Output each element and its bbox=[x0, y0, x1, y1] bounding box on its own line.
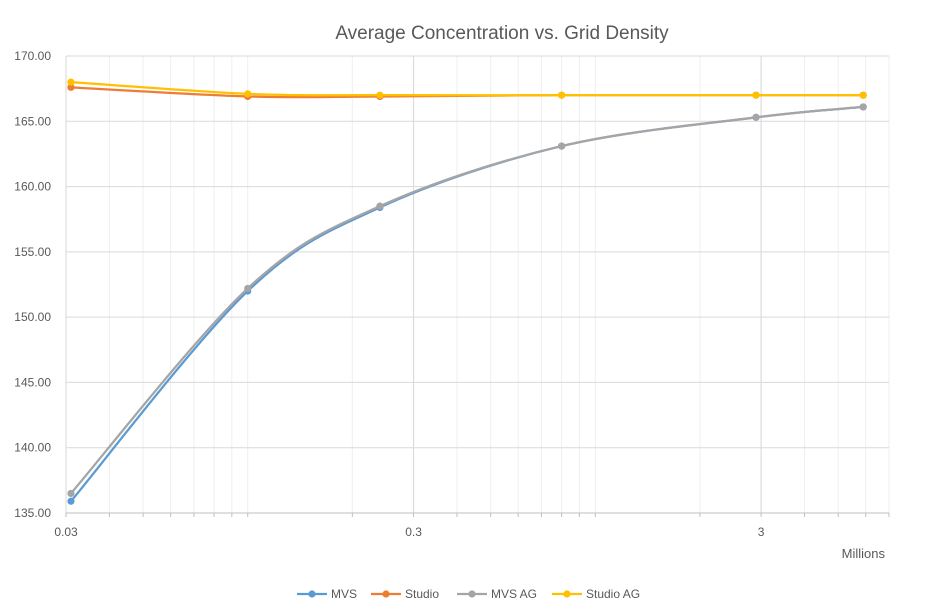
axes: 135.00 140.00 145.00 150.00 155.00 160.00 165.… bbox=[14, 49, 890, 539]
data-point-studio bbox=[67, 83, 75, 91]
legend-label-studio-ag: Studio AG bbox=[586, 587, 640, 601]
y-tick-label: 150.00 bbox=[14, 310, 51, 324]
x-tick-label: 0.3 bbox=[405, 525, 422, 539]
legend-label-studio: Studio bbox=[405, 587, 439, 601]
x-axis-unit-label: Millions bbox=[842, 546, 886, 561]
legend-label-mvs: MVS bbox=[331, 587, 357, 601]
legend-marker-mvs-ag bbox=[468, 590, 476, 598]
data-point-studio-ag bbox=[244, 90, 252, 98]
data-point-mvs-ag bbox=[244, 284, 252, 293]
data-point-studio-ag bbox=[752, 91, 760, 99]
data-point-studio-ag bbox=[67, 78, 75, 86]
x-tick-label: 3 bbox=[758, 525, 765, 539]
y-tick-label: 160.00 bbox=[14, 180, 51, 194]
data-point-mvs-ag bbox=[376, 202, 384, 210]
series-lines bbox=[67, 78, 867, 505]
data-point-mvs-ag bbox=[67, 489, 75, 498]
data-point-mvs-ag bbox=[859, 103, 867, 111]
data-point-mvs-ag bbox=[558, 142, 566, 150]
data-point-studio-ag bbox=[376, 91, 384, 99]
grid-lines bbox=[65, 55, 890, 514]
series-line-mvs bbox=[69, 105, 865, 503]
y-tick-label: 155.00 bbox=[14, 245, 51, 259]
legend-marker-mvs bbox=[308, 590, 316, 598]
data-point-studio-ag bbox=[859, 91, 867, 99]
data-point-mvs-ag bbox=[752, 113, 760, 121]
y-tick-label: 135.00 bbox=[14, 506, 51, 520]
y-tick-label: 145.00 bbox=[14, 375, 51, 389]
y-tick-label: 165.00 bbox=[14, 114, 51, 128]
legend: MVS Studio MVS AG Studio AG bbox=[297, 587, 640, 601]
data-point-studio-ag bbox=[558, 91, 566, 99]
y-tick-label: 140.00 bbox=[14, 441, 51, 455]
data-point-mvs bbox=[67, 497, 75, 505]
chart-title: Average Concentration vs. Grid Density bbox=[335, 23, 669, 44]
legend-marker-studio-ag bbox=[563, 590, 571, 598]
x-tick-label: 0.03 bbox=[54, 525, 78, 539]
legend-label-mvs-ag: MVS AG bbox=[491, 587, 537, 601]
legend-marker-studio bbox=[382, 590, 390, 598]
series-line-mvs-ag bbox=[69, 105, 865, 495]
y-tick-label: 170.00 bbox=[14, 49, 51, 63]
